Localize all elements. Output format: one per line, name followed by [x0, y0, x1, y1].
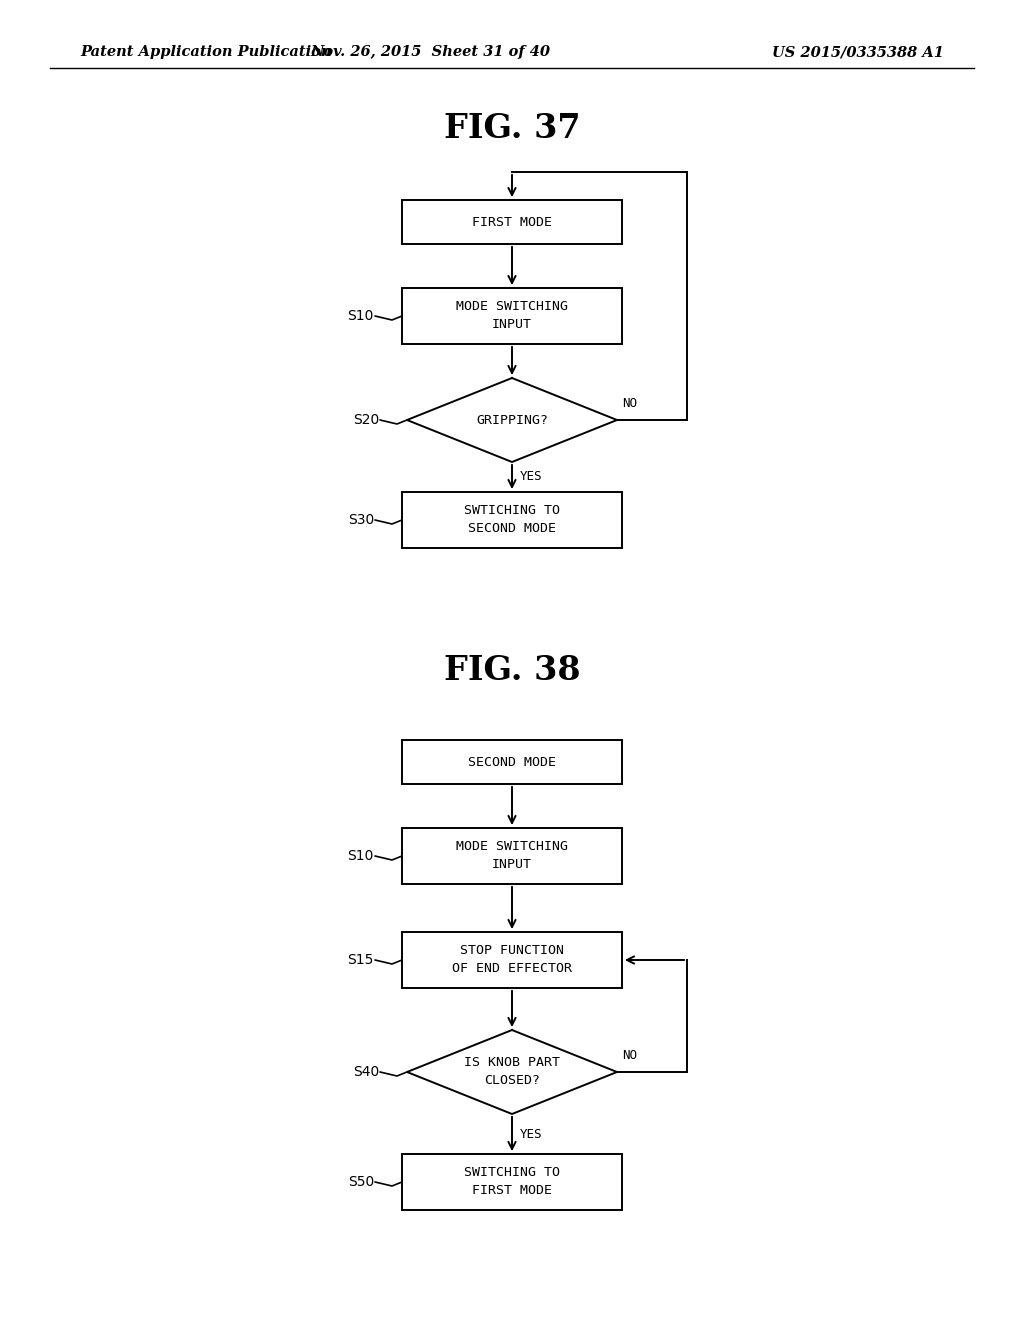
Text: MODE SWITCHING
INPUT: MODE SWITCHING INPUT — [456, 841, 568, 871]
Bar — [402, 1154, 622, 1210]
Bar — [402, 828, 622, 884]
Text: YES: YES — [520, 470, 543, 483]
Text: SWITCHING TO
FIRST MODE: SWITCHING TO FIRST MODE — [464, 1167, 560, 1197]
Text: Patent Application Publication: Patent Application Publication — [80, 45, 332, 59]
Text: SECOND MODE: SECOND MODE — [468, 755, 556, 768]
Text: FIRST MODE: FIRST MODE — [472, 215, 552, 228]
Text: STOP FUNCTION
OF END EFFECTOR: STOP FUNCTION OF END EFFECTOR — [452, 945, 572, 975]
Text: S40: S40 — [352, 1065, 379, 1078]
Text: Nov. 26, 2015  Sheet 31 of 40: Nov. 26, 2015 Sheet 31 of 40 — [310, 45, 550, 59]
Text: S10: S10 — [347, 849, 374, 863]
Bar — [402, 492, 622, 548]
Text: S10: S10 — [347, 309, 374, 323]
Bar — [402, 741, 622, 784]
Text: S50: S50 — [348, 1175, 374, 1189]
Text: FIG. 38: FIG. 38 — [443, 653, 581, 686]
Text: NO: NO — [622, 397, 637, 411]
Text: SWTICHING TO
SECOND MODE: SWTICHING TO SECOND MODE — [464, 504, 560, 536]
Bar — [402, 201, 622, 244]
Text: NO: NO — [622, 1049, 637, 1063]
Text: S20: S20 — [352, 413, 379, 426]
Text: US 2015/0335388 A1: US 2015/0335388 A1 — [772, 45, 944, 59]
Text: IS KNOB PART
CLOSED?: IS KNOB PART CLOSED? — [464, 1056, 560, 1088]
Text: YES: YES — [520, 1127, 543, 1140]
Text: FIG. 37: FIG. 37 — [443, 111, 581, 144]
Text: S15: S15 — [347, 953, 374, 968]
Bar — [402, 932, 622, 987]
Text: MODE SWITCHING
INPUT: MODE SWITCHING INPUT — [456, 301, 568, 331]
Text: GRIPPING?: GRIPPING? — [476, 413, 548, 426]
Bar — [402, 288, 622, 345]
Text: S30: S30 — [348, 513, 374, 527]
